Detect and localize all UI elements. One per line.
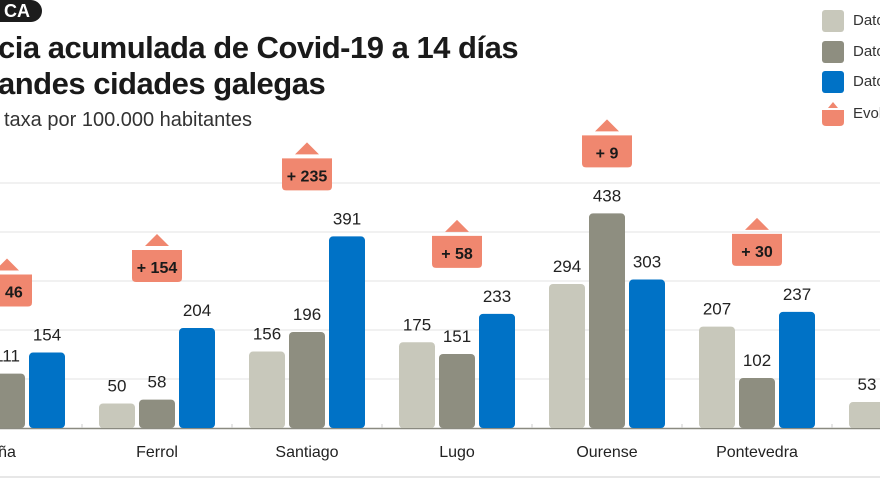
legend-label-evolution: Evol: [853, 105, 880, 122]
evolution-badge: + 235: [282, 142, 332, 191]
evolution-value: + 235: [287, 168, 328, 185]
bar-value-label: 233: [483, 287, 511, 306]
bar-3: [179, 328, 215, 428]
evolution-badge: + 9: [582, 119, 632, 168]
evolution-badge-bg: [282, 158, 332, 191]
evolution-value: + 58: [441, 246, 473, 263]
bar-2: [289, 331, 325, 428]
bar-1: [399, 342, 435, 428]
evolution-up-arrow-icon: [595, 119, 619, 132]
category-label: ña: [0, 444, 16, 461]
bar-value-label: 50: [108, 377, 127, 396]
bar-value-label: 303: [633, 253, 661, 272]
evolution-up-arrow-icon: [0, 258, 19, 271]
bar-value-label: 156: [253, 325, 281, 344]
evolution-value: + 154: [137, 260, 178, 277]
evolution-up-arrow-icon: [295, 142, 319, 155]
evolution-badge-bg: [582, 135, 632, 168]
bar-2: [139, 399, 175, 428]
bar-value-label: 102: [743, 351, 771, 370]
evolution-value: + 9: [596, 145, 619, 162]
evolution-badge-bg: [132, 250, 182, 283]
bar-value-label: 175: [403, 315, 431, 334]
bar-value-label: 204: [183, 301, 211, 320]
bar-value-label: 154: [33, 326, 61, 345]
evolution-badge-bg: [0, 274, 32, 307]
bar-3: [329, 236, 365, 428]
bar-3: [29, 352, 65, 428]
bar-3: [779, 311, 815, 428]
bar-2: [739, 378, 775, 428]
bar-value-label: 237: [783, 285, 811, 304]
evolution-up-arrow-icon: [745, 217, 769, 230]
evolution-value: + 30: [741, 244, 773, 261]
bar-value-label: 111: [0, 347, 20, 366]
bar-1: [249, 351, 285, 428]
chart-title-line2: andes cidades galegas: [0, 66, 326, 101]
evolution-badge: + 58: [432, 219, 482, 268]
legend-label-2: Dato: [853, 43, 880, 60]
evolution-legend-icon: [822, 102, 844, 126]
bar-value-label: 196: [293, 305, 321, 324]
bar-1: [549, 283, 585, 428]
bar-value-label: 294: [553, 257, 581, 276]
category-label: Lugo: [439, 444, 475, 461]
evolution-badge: + 30: [732, 217, 782, 266]
bar-value-label: 53: [858, 375, 877, 394]
legend-label-1: Dato: [853, 12, 880, 29]
evolution-up-arrow-icon: [145, 234, 169, 247]
legend-label-3: Dato: [853, 73, 880, 90]
category-label: Ourense: [576, 444, 637, 461]
bar-3: [479, 313, 515, 428]
bar-1: [99, 403, 135, 428]
section-tag: CA: [0, 0, 42, 22]
bar-1: [849, 402, 880, 428]
evolution-badge: + 46: [0, 258, 32, 307]
bar-2: [0, 373, 25, 428]
evolution-badge-bg: [432, 235, 482, 268]
evolution-up-arrow-icon: [445, 219, 469, 232]
bar-1: [699, 326, 735, 428]
chart-title-line1: cia acumulada de Covid-19 a 14 días: [0, 30, 519, 65]
bar-value-label: 151: [443, 327, 471, 346]
bar-2: [439, 354, 475, 428]
legend-swatch-2: [822, 41, 844, 63]
evolution-value: + 46: [0, 285, 23, 302]
category-label: Ferrol: [136, 444, 178, 461]
bar-2: [589, 213, 625, 428]
chart-subtitle: taxa por 100.000 habitantes: [4, 109, 252, 131]
category-label: Santiago: [275, 444, 338, 461]
bar-value-label: 391: [333, 209, 361, 228]
bar-value-label: 438: [593, 186, 621, 205]
legend-swatch-1: [822, 10, 844, 32]
legend-swatch-3: [822, 71, 844, 93]
evolution-badge-bg: [732, 233, 782, 266]
bar-value-label: 58: [148, 373, 167, 392]
category-label: Pontevedra: [716, 444, 798, 461]
evolution-badge: + 154: [132, 234, 182, 283]
bar-value-label: 207: [703, 300, 731, 319]
bar-3: [629, 279, 665, 428]
